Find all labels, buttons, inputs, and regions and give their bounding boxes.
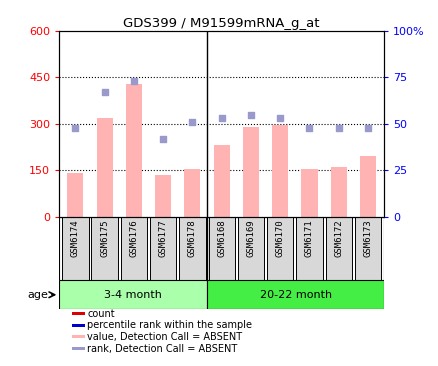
Bar xyxy=(155,175,171,217)
Bar xyxy=(208,217,234,280)
Bar xyxy=(354,217,380,280)
Bar xyxy=(325,217,351,280)
Bar xyxy=(62,217,88,280)
Text: age: age xyxy=(27,290,48,300)
Point xyxy=(364,125,371,131)
Text: value, Detection Call = ABSENT: value, Detection Call = ABSENT xyxy=(87,332,242,342)
Text: GSM6178: GSM6178 xyxy=(187,220,197,257)
Text: GSM6176: GSM6176 xyxy=(129,220,138,257)
Text: percentile rank within the sample: percentile rank within the sample xyxy=(87,320,252,330)
Bar xyxy=(72,312,85,315)
Point xyxy=(159,136,166,142)
Bar xyxy=(330,167,346,217)
Bar xyxy=(207,280,383,309)
Text: GSM6168: GSM6168 xyxy=(217,220,226,257)
Text: 20-22 month: 20-22 month xyxy=(259,290,331,300)
Bar xyxy=(72,324,85,327)
Bar xyxy=(59,280,207,309)
Bar xyxy=(296,217,322,280)
Bar xyxy=(91,217,117,280)
Bar xyxy=(359,156,375,217)
Text: rank, Detection Call = ABSENT: rank, Detection Call = ABSENT xyxy=(87,344,237,354)
Text: GSM6171: GSM6171 xyxy=(304,220,313,257)
Point xyxy=(188,119,195,125)
Bar xyxy=(72,347,85,350)
Bar xyxy=(126,84,141,217)
Text: GSM6175: GSM6175 xyxy=(100,220,109,257)
Bar xyxy=(266,217,293,280)
Text: count: count xyxy=(87,309,115,318)
Bar xyxy=(242,127,258,217)
Title: GDS399 / M91599mRNA_g_at: GDS399 / M91599mRNA_g_at xyxy=(123,17,319,30)
Point xyxy=(305,125,312,131)
Text: GSM6173: GSM6173 xyxy=(363,220,372,257)
Bar xyxy=(67,173,83,217)
Text: 3-4 month: 3-4 month xyxy=(104,290,162,300)
Text: GSM6172: GSM6172 xyxy=(333,220,343,257)
Bar xyxy=(72,336,85,338)
Text: GSM6177: GSM6177 xyxy=(158,220,167,257)
Bar xyxy=(237,217,264,280)
Text: GSM6170: GSM6170 xyxy=(275,220,284,257)
Text: GSM6169: GSM6169 xyxy=(246,220,255,257)
Point xyxy=(72,125,79,131)
Bar xyxy=(213,146,229,217)
Bar xyxy=(150,217,176,280)
Bar xyxy=(272,126,288,217)
Point xyxy=(276,115,283,121)
Point xyxy=(218,115,225,121)
Bar xyxy=(120,217,147,280)
Bar xyxy=(184,169,200,217)
Point xyxy=(130,78,137,84)
Point xyxy=(101,89,108,95)
Bar xyxy=(301,169,317,217)
Bar xyxy=(179,217,205,280)
Point xyxy=(335,125,342,131)
Text: GSM6174: GSM6174 xyxy=(71,220,80,257)
Bar xyxy=(96,118,113,217)
Point xyxy=(247,112,254,117)
